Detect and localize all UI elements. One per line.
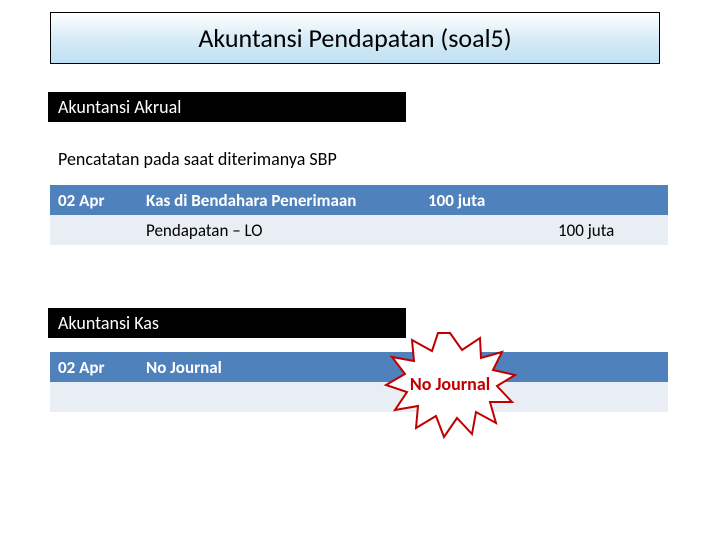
- table-row: [50, 382, 668, 412]
- cell-credit: [550, 382, 668, 412]
- cell-desc: [138, 382, 420, 412]
- cell-debit: 100 juta: [420, 185, 550, 215]
- section-heading-kas-text: Akuntansi Kas: [58, 312, 159, 334]
- cell-credit: 100 juta: [550, 215, 668, 245]
- cell-date: 02 Apr: [50, 185, 138, 215]
- section1-subtext: Pencatatan pada saat diterimanya SBP: [58, 148, 337, 170]
- starburst-callout: No Journal: [380, 330, 520, 440]
- cell-credit: [550, 352, 668, 382]
- journal-table-akrual: 02 Apr Kas di Bendahara Penerimaan 100 j…: [50, 185, 668, 245]
- cell-debit: [420, 215, 550, 245]
- section-heading-kas: Akuntansi Kas: [48, 308, 406, 338]
- cell-desc: Kas di Bendahara Penerimaan: [138, 185, 420, 215]
- title-box: Akuntansi Pendapatan (soal5): [50, 12, 660, 64]
- page-title: Akuntansi Pendapatan (soal5): [198, 22, 511, 54]
- table-row: 02 Apr Kas di Bendahara Penerimaan 100 j…: [50, 185, 668, 215]
- cell-credit: [550, 185, 668, 215]
- cell-date: 02 Apr: [50, 352, 138, 382]
- cell-desc: No Journal: [138, 352, 420, 382]
- cell-date: [50, 215, 138, 245]
- section-heading-akrual: Akuntansi Akrual: [48, 92, 406, 122]
- table-row: 02 Apr No Journal: [50, 352, 668, 382]
- section-heading-akrual-text: Akuntansi Akrual: [58, 96, 181, 118]
- starburst-label: No Journal: [380, 330, 520, 440]
- cell-desc: Pendapatan – LO: [138, 215, 420, 245]
- cell-date: [50, 382, 138, 412]
- table-row: Pendapatan – LO 100 juta: [50, 215, 668, 245]
- journal-table-kas: 02 Apr No Journal: [50, 352, 668, 412]
